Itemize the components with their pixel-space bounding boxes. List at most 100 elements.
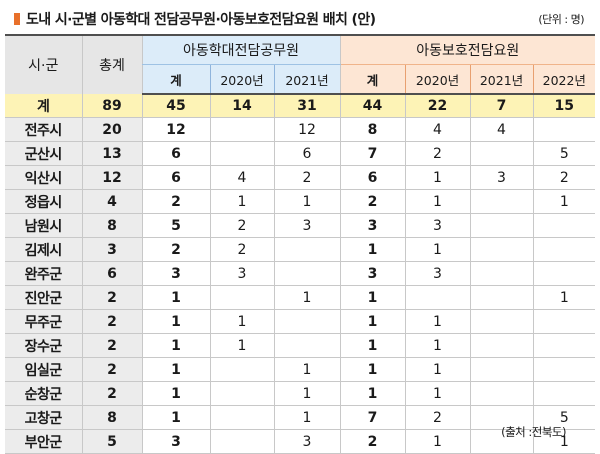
value-cell: 2 (81, 285, 142, 310)
region-cell: 정읍시 (5, 189, 82, 214)
value-cell: 1 (404, 381, 471, 406)
group-header-agents: 아동보호전담요원 (339, 34, 596, 65)
value-cell: 1 (273, 357, 341, 382)
value-cell: 3 (141, 261, 210, 286)
value-cell: 12 (81, 165, 142, 190)
value-cell: 1 (532, 189, 596, 214)
value-cell: 1 (339, 357, 406, 382)
table-sum-row: 계 89 45 14 31 44 22 7 15 (5, 94, 596, 118)
value-cell (209, 141, 274, 166)
value-cell: 3 (209, 261, 274, 286)
value-cell: 3 (404, 213, 471, 238)
value-cell: 4 (81, 189, 142, 214)
sub-header-agents-total: 계 (339, 64, 406, 95)
value-cell (469, 261, 534, 286)
value-cell: 8 (339, 117, 406, 142)
value-cell (532, 357, 596, 382)
region-cell: 군산시 (5, 141, 82, 166)
value-cell: 3 (404, 261, 471, 286)
value-cell: 1 (209, 333, 274, 358)
value-cell: 8 (81, 405, 142, 430)
value-cell: 5 (532, 141, 596, 166)
value-cell: 1 (141, 285, 210, 310)
value-cell: 6 (81, 261, 142, 286)
sub-header-officials-2021: 2021년 (273, 64, 341, 95)
table-row: 전주시 20 12 12 8 4 4 (5, 117, 596, 142)
value-cell: 1 (404, 309, 471, 334)
value-cell: 1 (339, 285, 406, 310)
unit-label: (단위 : 명) (538, 13, 584, 26)
value-cell: 1 (273, 405, 341, 430)
value-cell (209, 285, 274, 310)
value-cell: 2 (81, 357, 142, 382)
table-row: 정읍시 4 2 1 1 2 1 1 (5, 189, 596, 214)
value-cell: 8 (81, 213, 142, 238)
region-cell: 무주군 (5, 309, 82, 334)
value-cell: 1 (141, 333, 210, 358)
value-cell: 1 (141, 405, 210, 430)
value-cell (469, 285, 534, 310)
region-cell: 전주시 (5, 117, 82, 142)
value-cell: 5 (141, 213, 210, 238)
value-cell (469, 381, 534, 406)
value-cell (273, 333, 341, 358)
title-bar: 도내 시·군별 아동학대 전담공무원·아동보호전담요원 배치 (안) (단위 :… (14, 8, 594, 30)
value-cell: 1 (209, 309, 274, 334)
value-cell: 3 (81, 237, 142, 262)
value-cell (469, 357, 534, 382)
col-header-total: 총계 (81, 34, 142, 94)
value-cell (532, 213, 596, 238)
value-cell: 3 (339, 261, 406, 286)
value-cell: 45 (141, 94, 210, 118)
sub-header-agents-2022: 2022년 (532, 64, 596, 95)
value-cell: 6 (141, 141, 210, 166)
value-cell: 1 (339, 309, 406, 334)
table-row: 순창군 2 1 1 1 1 (5, 381, 596, 406)
value-cell: 2 (209, 237, 274, 262)
value-cell: 2 (273, 165, 341, 190)
value-cell: 2 (81, 309, 142, 334)
value-cell: 3 (273, 213, 341, 238)
value-cell: 20 (81, 117, 142, 142)
value-cell (209, 357, 274, 382)
value-cell (469, 405, 534, 430)
value-cell: 7 (469, 94, 534, 118)
value-cell: 12 (273, 117, 341, 142)
value-cell: 31 (273, 94, 341, 118)
value-cell: 15 (532, 94, 596, 118)
value-cell (209, 381, 274, 406)
value-cell: 4 (469, 117, 534, 142)
value-cell: 1 (404, 429, 471, 454)
region-cell: 익산시 (5, 165, 82, 190)
region-cell: 진안군 (5, 285, 82, 310)
value-cell: 2 (141, 189, 210, 214)
source-note: (출처 :전북도) (501, 425, 566, 439)
value-cell: 1 (273, 189, 341, 214)
table-row: 장수군 2 1 1 1 1 (5, 333, 596, 358)
value-cell: 14 (209, 94, 274, 118)
region-cell: 장수군 (5, 333, 82, 358)
value-cell: 2 (404, 405, 471, 430)
value-cell: 3 (469, 165, 534, 190)
value-cell: 1 (141, 309, 210, 334)
value-cell: 1 (532, 285, 596, 310)
value-cell: 4 (404, 117, 471, 142)
sub-header-agents-2020: 2020년 (404, 64, 471, 95)
value-cell: 1 (339, 333, 406, 358)
page-title: 도내 시·군별 아동학대 전담공무원·아동보호전담요원 배치 (안) (26, 12, 376, 28)
region-cell: 임실군 (5, 357, 82, 382)
value-cell: 6 (273, 141, 341, 166)
value-cell: 1 (339, 237, 406, 262)
value-cell: 1 (404, 357, 471, 382)
value-cell: 2 (141, 237, 210, 262)
col-header-region: 시·군 (5, 34, 82, 94)
value-cell: 13 (81, 141, 142, 166)
value-cell: 89 (81, 94, 142, 118)
value-cell: 1 (273, 285, 341, 310)
value-cell: 6 (141, 165, 210, 190)
value-cell: 1 (209, 189, 274, 214)
value-cell: 6 (339, 165, 406, 190)
value-cell: 3 (141, 429, 210, 454)
region-cell: 부안군 (5, 429, 82, 454)
value-cell (273, 237, 341, 262)
